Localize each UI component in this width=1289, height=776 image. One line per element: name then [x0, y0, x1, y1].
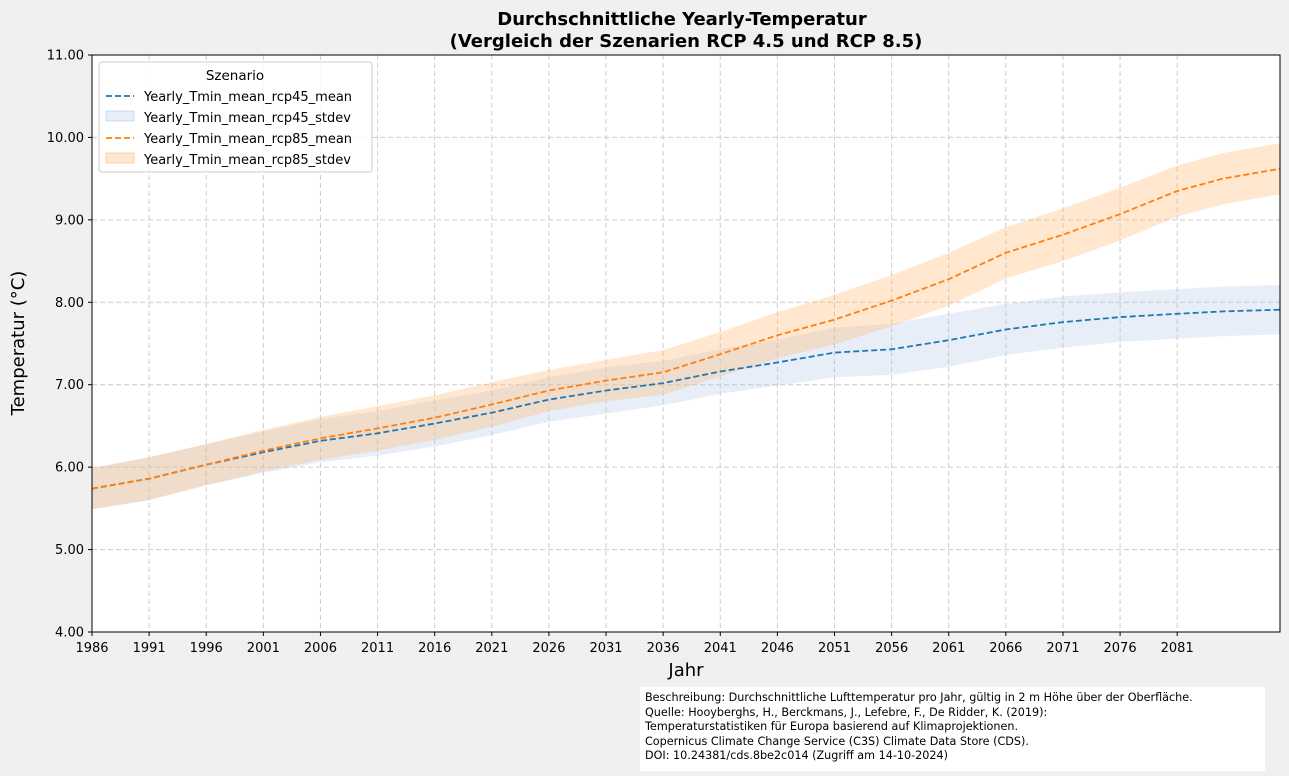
x-tick-label: 2076: [1104, 641, 1137, 656]
x-tick-label: 2071: [1046, 641, 1079, 656]
legend-label-rcp45-mean: Yearly_Tmin_mean_rcp45_mean: [143, 90, 352, 105]
legend-title: Szenario: [206, 68, 264, 84]
plot-frame: [91, 54, 1281, 633]
x-tick-label: 2051: [818, 641, 851, 656]
y-tick-label: 8.00: [55, 296, 84, 311]
legend-box: [98, 61, 373, 173]
x-tick-label: 1996: [190, 641, 223, 656]
legend-label-rcp85-stdev: Yearly_Tmin_mean_rcp85_stdev: [143, 153, 351, 168]
stdev-band-rcp45: [92, 285, 1280, 510]
chart-title: Durchschnittliche Yearly-Temperatur: [497, 9, 867, 30]
x-tick-label: 2046: [761, 641, 794, 656]
x-tick-label: 2016: [418, 641, 451, 656]
x-tick-label: 1986: [75, 641, 108, 656]
y-axis-ticks: 4.00 5.00 6.00 7.00 8.00 9.00 10.00 11.00: [47, 49, 92, 641]
stdev-bands: [92, 143, 1280, 510]
y-axis-label: Temperatur (°C): [8, 271, 29, 417]
mean-line-rcp85: [91, 167, 1281, 490]
y-tick-label: 10.00: [47, 131, 84, 146]
caption-doi: DOI: 10.24381/cds.8be2c014 (Zugriff am 1…: [645, 749, 948, 763]
stdev-band-rcp85: [92, 143, 1280, 510]
x-tick-label: 2026: [532, 641, 565, 656]
y-tick-label: 9.00: [55, 213, 84, 228]
x-tick-label: 2006: [304, 641, 337, 656]
caption-publisher: Copernicus Climate Change Service (C3S) …: [645, 734, 1029, 748]
x-tick-label: 2036: [647, 641, 680, 656]
caption-source-title: Temperaturstatistiken für Europa basiere…: [645, 720, 1019, 734]
x-tick-label: 1991: [133, 641, 166, 656]
x-tick-label: 2001: [247, 641, 280, 656]
legend-label-rcp45-stdev: Yearly_Tmin_mean_rcp45_stdev: [143, 111, 351, 126]
legend-swatch-rcp45-stdev: [105, 110, 135, 122]
y-tick-label: 11.00: [47, 49, 84, 64]
x-axis-label: Jahr: [667, 660, 704, 681]
x-tick-label: 2021: [475, 641, 508, 656]
caption-source: Quelle: Hooyberghs, H., Berckmans, J., L…: [645, 705, 1048, 719]
x-tick-label: 2056: [875, 641, 908, 656]
x-tick-label: 2041: [704, 641, 737, 656]
x-tick-label: 2081: [1161, 641, 1194, 656]
x-tick-label: 2066: [989, 641, 1022, 656]
legend-label-rcp85-mean: Yearly_Tmin_mean_rcp85_mean: [143, 132, 352, 147]
y-tick-label: 4.00: [55, 626, 84, 641]
x-tick-label: 2031: [589, 641, 622, 656]
y-tick-label: 6.00: [55, 461, 84, 476]
legend: Szenario Yearly_Tmin_mean_rcp45_mean Yea…: [98, 61, 373, 173]
x-axis-ticks: 1986 1991 1996 2001 2006 2011 2016 2021 2026 2031…: [75, 632, 1194, 656]
source-caption: Beschreibung: Durchschnittliche Lufttemp…: [640, 687, 1265, 771]
mean-lines: [91, 167, 1281, 490]
legend-swatch-rcp85-stdev: [105, 152, 135, 164]
y-tick-label: 7.00: [55, 378, 84, 393]
y-tick-label: 5.00: [55, 543, 84, 558]
chart-subtitle: (Vergleich der Szenarien RCP 4.5 und RCP…: [450, 31, 923, 52]
x-tick-label: 2061: [932, 641, 965, 656]
caption-description: Beschreibung: Durchschnittliche Lufttemp…: [645, 691, 1193, 704]
x-tick-label: 2011: [361, 641, 394, 656]
